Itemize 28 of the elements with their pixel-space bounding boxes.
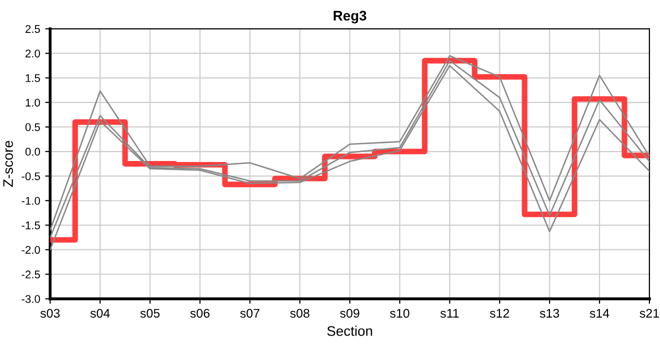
y-tick-label: -1.5 (22, 222, 40, 230)
x-axis-title: Section (327, 326, 372, 336)
y-tick-label: 2.0 (26, 50, 40, 58)
y-tick-label: -2.0 (22, 246, 40, 254)
y-tick-label: 2.5 (26, 25, 40, 33)
x-tick-label: s12 (490, 308, 510, 318)
x-tick-label: s03 (40, 308, 60, 318)
chart-title: Reg3 (334, 10, 366, 24)
x-tick-label: s14 (590, 308, 610, 318)
x-tick-label: s13 (540, 308, 560, 318)
x-tick-label: s04 (90, 308, 110, 318)
x-tick-label: s07 (240, 308, 260, 318)
y-tick-label: -0.5 (22, 172, 40, 180)
x-tick-label: s06 (190, 308, 210, 318)
x-tick-label: s09 (340, 308, 360, 318)
y-tick-label: 1.5 (26, 74, 40, 82)
y-axis-title: Z-score (3, 140, 13, 187)
x-tick-label: s08 (290, 308, 310, 318)
x-tick-label: s10 (390, 308, 410, 318)
y-tick-label: 1.0 (26, 98, 40, 107)
x-tick-label: s05 (140, 308, 160, 318)
y-tick-label: 0.0 (25, 148, 40, 156)
y-tick-label: 0.5 (25, 123, 40, 132)
y-tick-label: -2.5 (22, 270, 40, 278)
x-tick-label: s11 (440, 308, 459, 318)
y-tick-label: -3.0 (22, 295, 40, 303)
x-tick-label: s21 (640, 308, 659, 318)
y-tick-label: -1.0 (22, 196, 40, 205)
